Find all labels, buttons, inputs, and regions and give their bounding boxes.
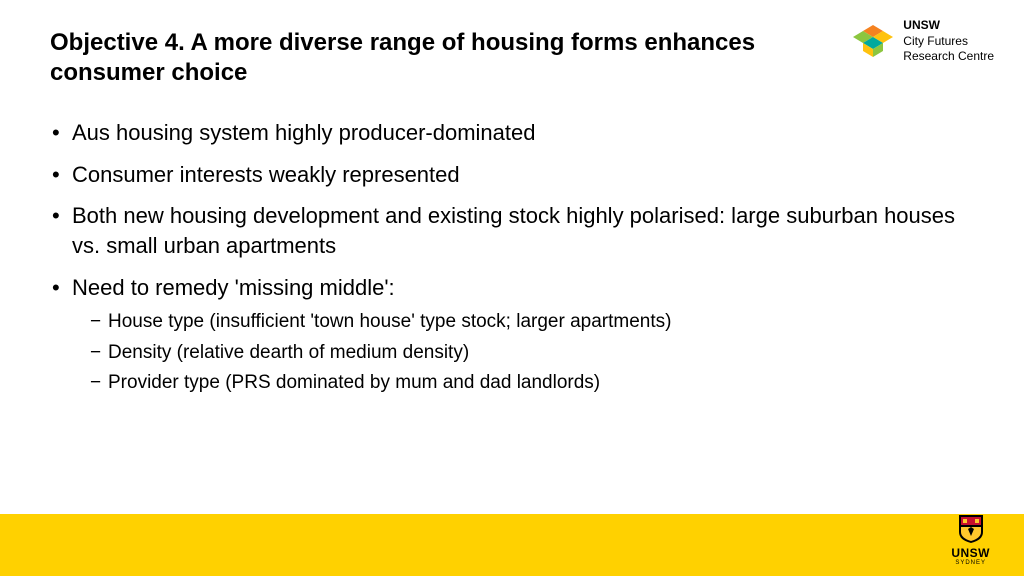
city-futures-text: UNSW City Futures Research Centre: [903, 18, 994, 65]
list-item: Aus housing system highly producer-domin…: [50, 118, 964, 148]
sub-text: House type (insufficient 'town house' ty…: [108, 311, 671, 332]
logo-line3: Research Centre: [903, 49, 994, 65]
slide-content: Aus housing system highly producer-domin…: [50, 118, 964, 410]
bullet-list: Aus housing system highly producer-domin…: [50, 118, 964, 398]
sub-list-item: Density (relative dearth of medium densi…: [90, 339, 964, 368]
slide: Objective 4. A more diverse range of hou…: [0, 0, 1024, 576]
unsw-name: UNSW: [951, 546, 990, 560]
city-futures-mark-icon: [853, 21, 893, 61]
list-item: Consumer interests weakly represented: [50, 160, 964, 190]
sub-list-item: Provider type (PRS dominated by mum and …: [90, 369, 964, 398]
list-item: Both new housing development and existin…: [50, 201, 964, 260]
unsw-logo: UNSW SYDNEY: [951, 514, 990, 566]
logo-line1: UNSW: [903, 18, 994, 34]
city-futures-logo: UNSW City Futures Research Centre: [853, 18, 994, 65]
list-item: Need to remedy 'missing middle': House t…: [50, 273, 964, 398]
bullet-text: Consumer interests weakly represented: [72, 162, 460, 187]
slide-title: Objective 4. A more diverse range of hou…: [50, 28, 824, 88]
sub-text: Density (relative dearth of medium densi…: [108, 342, 469, 363]
bullet-text: Aus housing system highly producer-domin…: [72, 120, 535, 145]
footer-bar: [0, 514, 1024, 576]
sub-list-item: House type (insufficient 'town house' ty…: [90, 308, 964, 337]
sub-list: House type (insufficient 'town house' ty…: [90, 308, 964, 398]
unsw-city: SYDNEY: [951, 560, 990, 566]
bullet-text: Need to remedy 'missing middle':: [72, 275, 395, 300]
logo-line2: City Futures: [903, 34, 994, 50]
bullet-text: Both new housing development and existin…: [72, 203, 955, 258]
unsw-shield-icon: [958, 514, 984, 544]
sub-text: Provider type (PRS dominated by mum and …: [108, 372, 600, 393]
slide-header: Objective 4. A more diverse range of hou…: [50, 28, 824, 88]
